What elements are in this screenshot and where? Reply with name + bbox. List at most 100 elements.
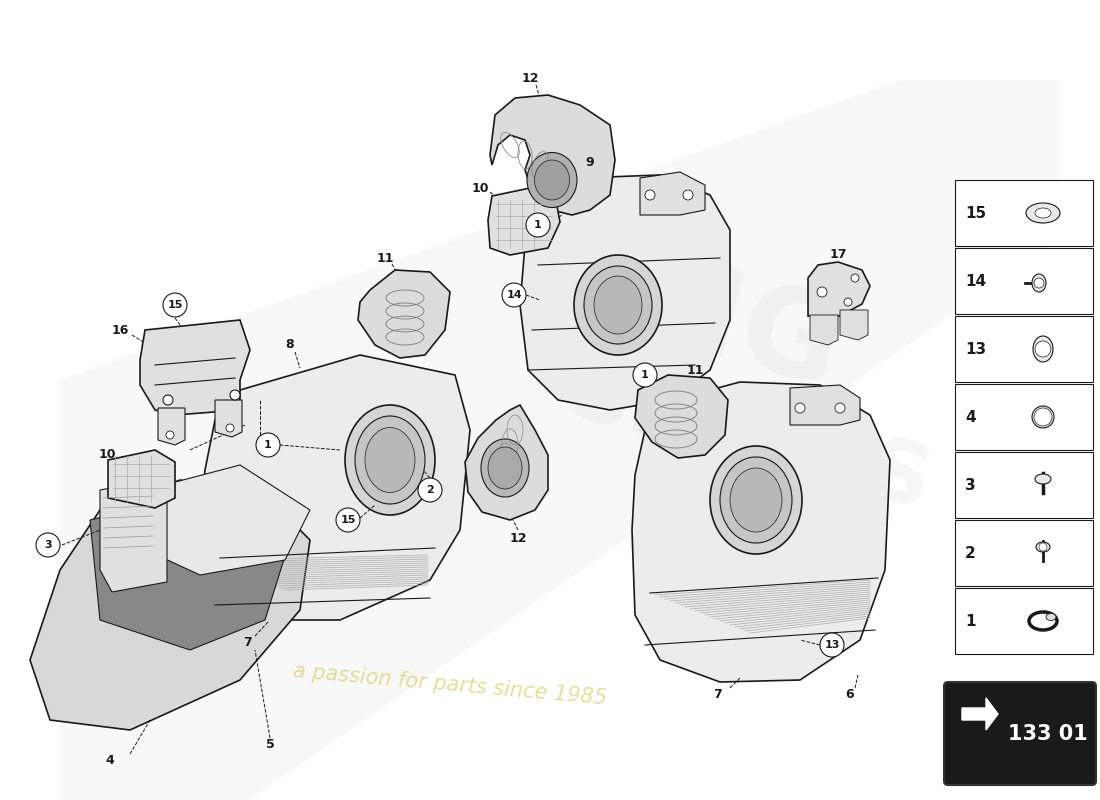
Ellipse shape xyxy=(584,266,652,344)
Polygon shape xyxy=(640,172,705,215)
Text: 10: 10 xyxy=(98,449,116,462)
Polygon shape xyxy=(158,408,185,445)
Polygon shape xyxy=(465,405,548,520)
Ellipse shape xyxy=(527,153,578,207)
Ellipse shape xyxy=(1035,208,1050,218)
Circle shape xyxy=(817,287,827,297)
Circle shape xyxy=(851,274,859,282)
Text: 133 01: 133 01 xyxy=(1008,724,1088,744)
Text: 16: 16 xyxy=(111,323,129,337)
Circle shape xyxy=(683,190,693,200)
Circle shape xyxy=(163,293,187,317)
Polygon shape xyxy=(90,495,290,650)
Circle shape xyxy=(166,431,174,439)
Circle shape xyxy=(835,403,845,413)
Polygon shape xyxy=(520,175,730,410)
Ellipse shape xyxy=(1035,474,1050,484)
Text: 14: 14 xyxy=(506,290,521,300)
Ellipse shape xyxy=(355,416,425,504)
Circle shape xyxy=(230,390,240,400)
Text: 7: 7 xyxy=(714,689,723,702)
Polygon shape xyxy=(214,400,242,437)
Text: 2: 2 xyxy=(965,546,976,561)
Text: 4: 4 xyxy=(106,754,114,766)
Polygon shape xyxy=(140,320,250,415)
FancyBboxPatch shape xyxy=(954,692,1008,738)
Polygon shape xyxy=(488,188,560,255)
Ellipse shape xyxy=(594,276,642,334)
Circle shape xyxy=(632,363,657,387)
Ellipse shape xyxy=(574,255,662,355)
Circle shape xyxy=(1034,408,1052,426)
Polygon shape xyxy=(635,375,728,458)
FancyBboxPatch shape xyxy=(955,384,1093,450)
Text: 1: 1 xyxy=(535,220,542,230)
Ellipse shape xyxy=(345,405,434,515)
Circle shape xyxy=(163,395,173,405)
Polygon shape xyxy=(632,382,890,682)
Text: 1: 1 xyxy=(965,614,976,629)
Circle shape xyxy=(795,403,805,413)
Circle shape xyxy=(226,424,234,432)
Text: 11: 11 xyxy=(686,363,704,377)
Text: 15: 15 xyxy=(965,206,986,221)
Circle shape xyxy=(502,283,526,307)
Ellipse shape xyxy=(1046,614,1056,621)
Polygon shape xyxy=(808,262,870,316)
Circle shape xyxy=(820,633,844,657)
Polygon shape xyxy=(962,698,998,730)
FancyBboxPatch shape xyxy=(955,452,1093,518)
FancyBboxPatch shape xyxy=(955,520,1093,586)
Ellipse shape xyxy=(481,439,529,497)
Circle shape xyxy=(336,508,360,532)
Circle shape xyxy=(418,478,442,502)
Ellipse shape xyxy=(710,446,802,554)
Circle shape xyxy=(645,190,654,200)
Text: 11: 11 xyxy=(376,251,394,265)
FancyBboxPatch shape xyxy=(955,248,1093,314)
Polygon shape xyxy=(358,270,450,358)
Polygon shape xyxy=(108,450,175,508)
Ellipse shape xyxy=(1026,203,1060,223)
Polygon shape xyxy=(100,480,167,592)
Ellipse shape xyxy=(1033,336,1053,362)
Text: 9: 9 xyxy=(585,157,594,170)
Ellipse shape xyxy=(488,447,522,489)
Circle shape xyxy=(1040,543,1047,551)
Text: 14: 14 xyxy=(965,274,986,289)
Text: 6: 6 xyxy=(846,689,855,702)
Ellipse shape xyxy=(535,160,570,200)
Circle shape xyxy=(1035,341,1050,357)
Circle shape xyxy=(844,298,852,306)
Ellipse shape xyxy=(730,468,782,532)
Circle shape xyxy=(256,433,280,457)
Text: 3: 3 xyxy=(965,478,976,493)
Polygon shape xyxy=(135,465,310,575)
Text: 8: 8 xyxy=(286,338,295,351)
Text: 13: 13 xyxy=(824,640,839,650)
Text: 12: 12 xyxy=(509,531,527,545)
Text: 4: 4 xyxy=(965,410,976,425)
Polygon shape xyxy=(195,355,470,620)
FancyBboxPatch shape xyxy=(955,316,1093,382)
Ellipse shape xyxy=(720,457,792,543)
Text: 15: 15 xyxy=(340,515,355,525)
Text: since 1985: since 1985 xyxy=(734,443,887,517)
Polygon shape xyxy=(810,315,838,345)
FancyBboxPatch shape xyxy=(955,588,1093,654)
Text: 7: 7 xyxy=(243,637,252,650)
Text: 15: 15 xyxy=(167,300,183,310)
Ellipse shape xyxy=(365,427,415,493)
Polygon shape xyxy=(490,95,615,215)
Circle shape xyxy=(1034,278,1044,288)
Circle shape xyxy=(36,533,60,557)
Text: ENG: ENG xyxy=(547,226,854,414)
Text: 17: 17 xyxy=(829,249,847,262)
Polygon shape xyxy=(790,385,860,425)
FancyBboxPatch shape xyxy=(944,682,1096,785)
Text: 5: 5 xyxy=(265,738,274,751)
Polygon shape xyxy=(30,480,310,730)
Text: 2: 2 xyxy=(426,485,433,495)
Text: a passion for parts since 1985: a passion for parts since 1985 xyxy=(293,662,608,709)
Circle shape xyxy=(526,213,550,237)
